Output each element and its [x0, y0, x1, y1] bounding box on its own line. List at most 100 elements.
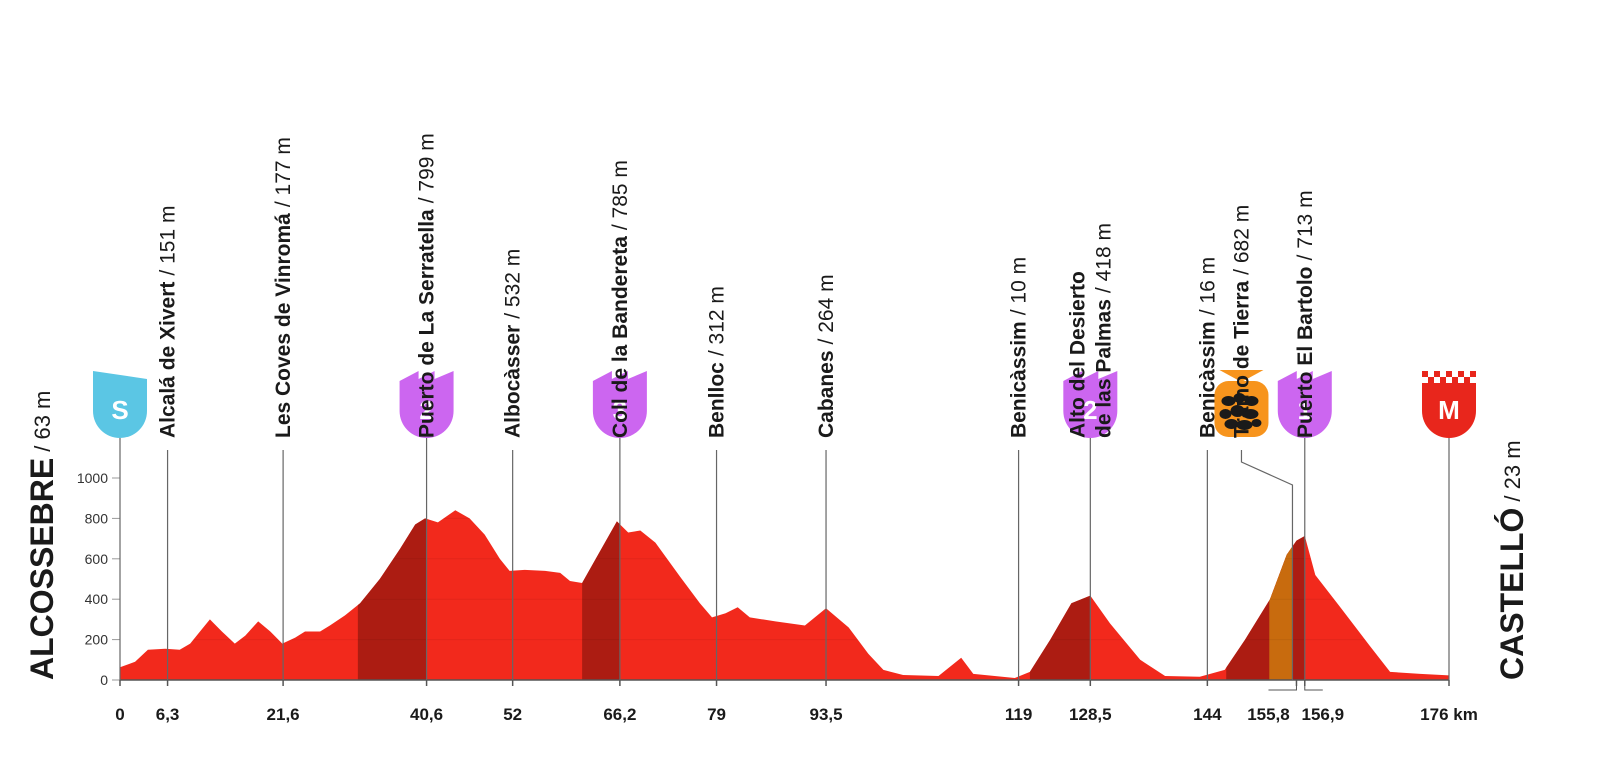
- checker: [1434, 377, 1440, 383]
- stone: [1242, 409, 1259, 419]
- x-tick-label: 156,9: [1301, 705, 1344, 724]
- checker: [1422, 377, 1428, 383]
- badge-shape: [592, 371, 647, 438]
- waypoint-label: Coll de la Bandereta / 785 m: [608, 160, 631, 438]
- checker: [1446, 371, 1452, 377]
- waypoint-name: Alto del Desierto: [1066, 271, 1089, 438]
- waypoint-altitude: / 713 m: [1293, 190, 1316, 260]
- elevation-area: [120, 510, 1449, 680]
- badge-label: 3: [613, 395, 627, 425]
- connector: [1240, 450, 1294, 680]
- waypoint-name: Benicàssim: [1196, 321, 1219, 438]
- x-tick-label: 176 km: [1420, 705, 1478, 724]
- waypoint-name: CASTELLÓ: [1494, 508, 1530, 680]
- waypoint-name: Benicàssim: [1007, 321, 1030, 438]
- checker: [1440, 377, 1446, 383]
- waypoint-label: Alto del Desierto: [1066, 271, 1089, 438]
- badge: 2: [1063, 371, 1118, 438]
- badge-shape: [1063, 371, 1118, 438]
- x-tick-label: 93,5: [809, 705, 842, 724]
- waypoint-label: Cabanes / 264 m: [815, 274, 838, 438]
- waypoint-name: Alcalá de Xivert: [156, 282, 179, 438]
- checker: [1452, 377, 1458, 383]
- waypoint-name: Puerto El Bartolo: [1293, 266, 1316, 438]
- waypoint-label: Tramo de Tierra / 682 m: [1230, 205, 1253, 438]
- waypoint-name: ALCOSSEBRE: [24, 458, 60, 680]
- checker: [1464, 371, 1470, 377]
- checker: [1428, 377, 1434, 383]
- y-tick-label: 0: [100, 672, 108, 688]
- waypoint-name: Albocàsser: [501, 325, 524, 438]
- stone: [1230, 405, 1245, 417]
- x-tick-label: 66,2: [603, 705, 636, 724]
- checker: [1422, 371, 1428, 377]
- waypoint-name: de las Palmas: [1092, 299, 1115, 438]
- x-tick-label: 79: [707, 705, 726, 724]
- checker: [1428, 371, 1434, 377]
- waypoint-altitude: / 418 m: [1092, 223, 1115, 293]
- waypoint-altitude: / 312 m: [705, 286, 728, 356]
- waypoint-altitude: / 177 m: [272, 137, 295, 207]
- waypoint-name: Cabanes: [815, 350, 838, 438]
- tick-bracket: [1268, 686, 1297, 691]
- checker: [1470, 377, 1476, 383]
- waypoint-name: Tramo de Tierra: [1230, 280, 1253, 438]
- x-tick-label: 6,3: [156, 705, 180, 724]
- badge-label: 1: [1298, 395, 1312, 425]
- waypoint-altitude: / 682 m: [1230, 205, 1253, 275]
- checker: [1464, 377, 1470, 383]
- badge-label: S: [111, 395, 128, 425]
- badge-label: 2: [419, 395, 433, 425]
- stone: [1233, 393, 1246, 403]
- badge: 3: [592, 371, 647, 438]
- waypoint-name: Puerto de La Serratella: [415, 209, 438, 438]
- badge-shape: [1422, 383, 1476, 438]
- checker: [1452, 371, 1458, 377]
- waypoint-altitude: / 151 m: [156, 206, 179, 276]
- stone: [1221, 396, 1236, 406]
- tick-bracket: [1304, 686, 1323, 691]
- waypoint-altitude: / 785 m: [608, 160, 631, 230]
- waypoint-altitude: / 264 m: [815, 274, 838, 344]
- checker: [1458, 371, 1464, 377]
- waypoint-label: Albocàsser / 532 m: [501, 249, 524, 438]
- waypoint-altitude: / 10 m: [1007, 257, 1030, 315]
- x-tick-label: 128,5: [1069, 705, 1112, 724]
- x-tick-label: 0: [115, 705, 124, 724]
- waypoint-label: Benicàssim / 10 m: [1007, 257, 1030, 438]
- checker: [1434, 371, 1440, 377]
- badge: [1214, 370, 1269, 437]
- badge-shape: [93, 371, 147, 438]
- stone: [1224, 419, 1239, 429]
- badge-label: 2: [1083, 395, 1097, 425]
- waypoint-label: Puerto El Bartolo / 713 m: [1293, 190, 1316, 438]
- waypoint-altitude: / 63 m: [30, 391, 55, 452]
- stone: [1236, 420, 1253, 430]
- waypoint-altitude: / 799 m: [415, 133, 438, 203]
- x-tick-label: 40,6: [410, 705, 443, 724]
- waypoint-name: Les Coves de Vinromá: [272, 213, 295, 438]
- checker: [1446, 377, 1452, 383]
- y-tick-label: 800: [85, 510, 109, 526]
- badge-shape: [1277, 371, 1332, 438]
- waypoint-label: Les Coves de Vinromá / 177 m: [272, 137, 295, 438]
- x-tick-label: 52: [503, 705, 522, 724]
- y-tick-label: 1000: [77, 470, 108, 486]
- waypoint-name: Benlloc: [705, 362, 728, 438]
- waypoint-altitude: / 16 m: [1196, 257, 1219, 315]
- y-tick-label: 400: [85, 591, 109, 607]
- waypoint-label: CASTELLÓ / 23 m: [1494, 440, 1530, 680]
- y-tick-label: 200: [85, 632, 109, 648]
- x-tick-label: 21,6: [267, 705, 300, 724]
- badge: S: [93, 371, 147, 438]
- badge-shape: [399, 371, 454, 438]
- waypoint-label: de las Palmas / 418 m: [1092, 223, 1115, 438]
- badge: 1: [1277, 371, 1332, 438]
- stone: [1251, 419, 1262, 427]
- checker: [1470, 371, 1476, 377]
- badge-label: M: [1438, 395, 1460, 425]
- waypoint-label: Puerto de La Serratella / 799 m: [415, 133, 438, 438]
- waypoint-label: ALCOSSEBRE / 63 m: [24, 391, 60, 680]
- x-tick-label: 119: [1005, 705, 1032, 724]
- waypoint-altitude: / 532 m: [501, 249, 524, 319]
